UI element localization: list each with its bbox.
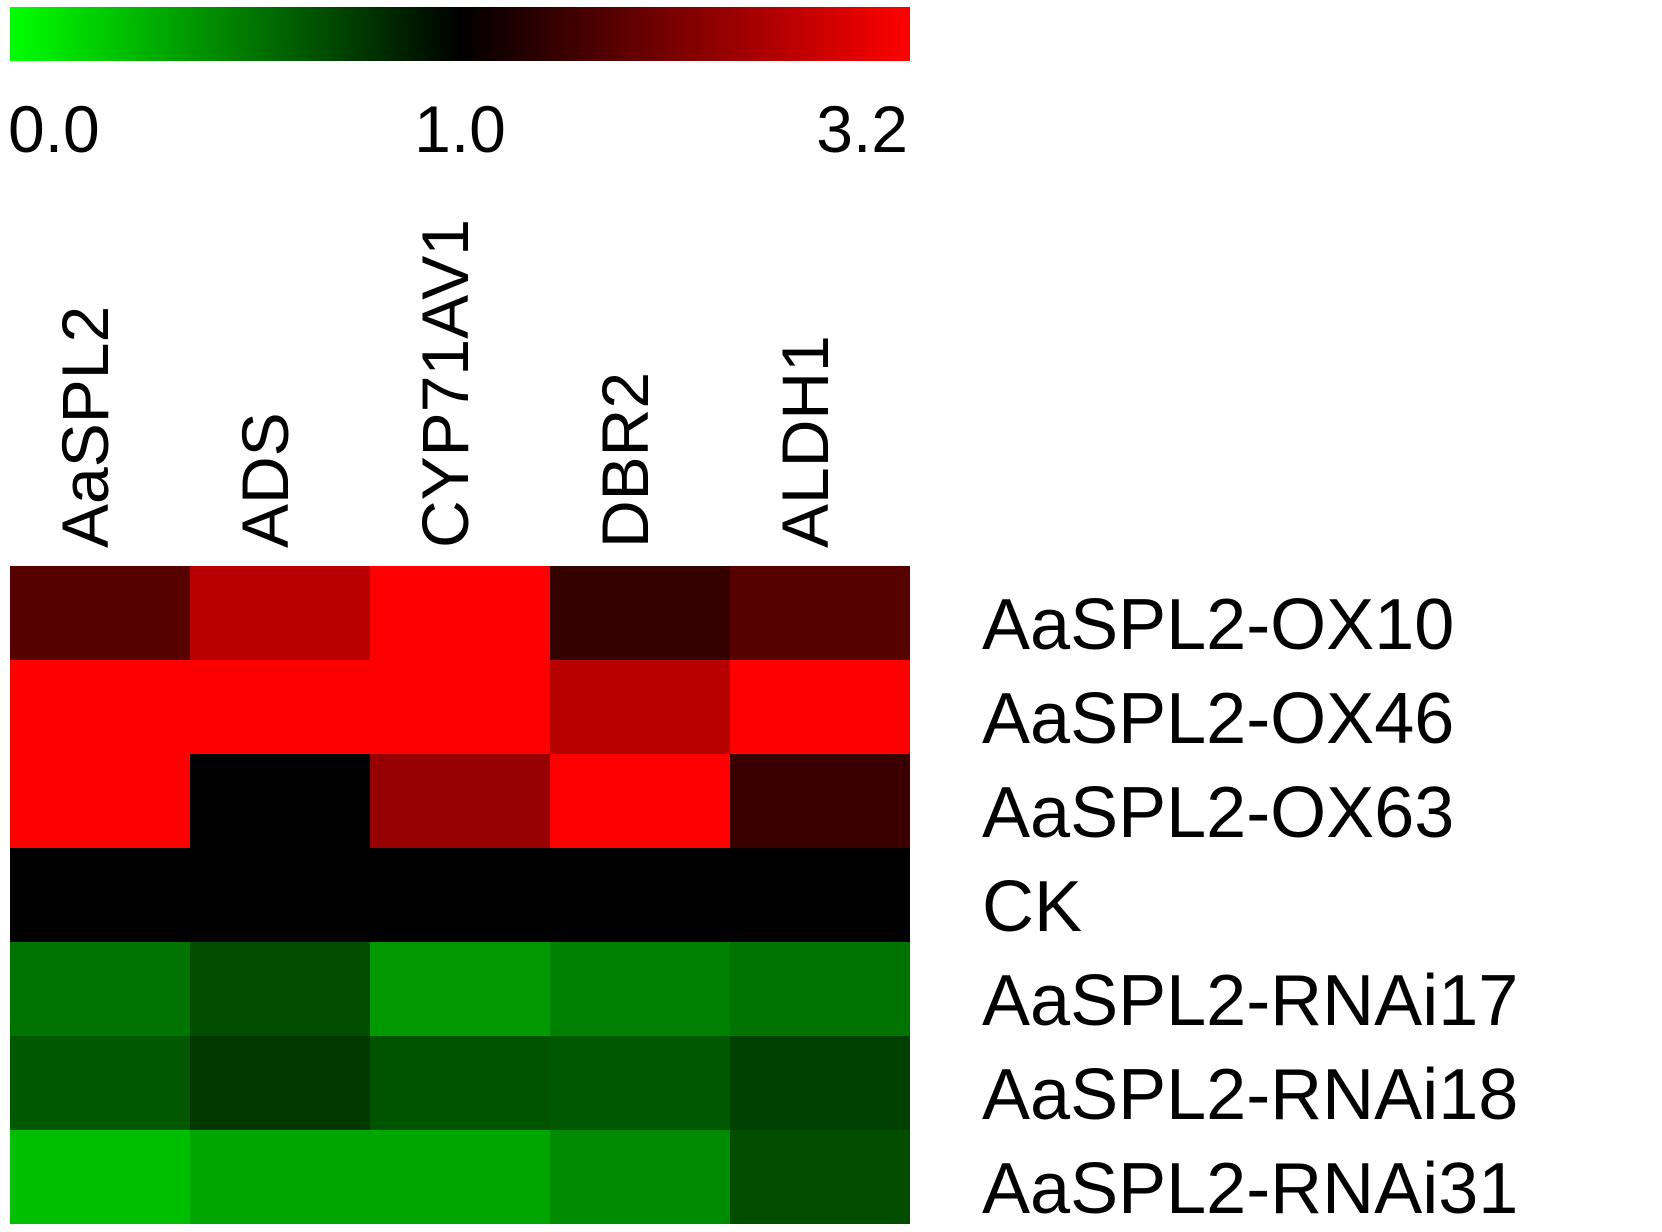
heatmap-cell (550, 566, 730, 660)
colorbar (10, 7, 910, 61)
heatmap-cell (190, 848, 370, 942)
row-labels: AaSPL2-OX10 AaSPL2-OX46 AaSPL2-OX63 CK A… (982, 585, 1518, 1229)
row-label: AaSPL2-OX63 (982, 773, 1454, 853)
heatmap-cell (190, 566, 370, 660)
heatmap-cell (10, 848, 190, 942)
heatmap-cell (730, 942, 910, 1036)
heatmap-cell (190, 942, 370, 1036)
column-label: AaSPL2 (48, 306, 122, 548)
colorbar-min-label: 0.0 (8, 92, 100, 166)
row-label: CK (982, 867, 1082, 947)
heatmap-cell (550, 848, 730, 942)
row-label: AaSPL2-RNAi31 (982, 1149, 1518, 1229)
colorbar-max-label: 3.2 (816, 92, 908, 166)
heatmap-cell (370, 848, 550, 942)
heatmap-cell (730, 660, 910, 754)
heatmap-cell (550, 942, 730, 1036)
heatmap-cell (370, 566, 550, 660)
heatmap-cell (10, 660, 190, 754)
heatmap-cell (550, 754, 730, 848)
heatmap-cell (370, 942, 550, 1036)
row-label: AaSPL2-OX10 (982, 585, 1454, 665)
heatmap-cell (550, 660, 730, 754)
heatmap-cell (730, 1130, 910, 1224)
row-label: AaSPL2-RNAi17 (982, 961, 1518, 1041)
heatmap-cell (370, 660, 550, 754)
heatmap-cell (190, 660, 370, 754)
heatmap-cell (370, 754, 550, 848)
column-label: ADS (228, 412, 302, 548)
heatmap-cells (10, 566, 910, 1224)
heatmap-cell (190, 754, 370, 848)
heatmap-cell (370, 1130, 550, 1224)
heatmap-cell (10, 1036, 190, 1130)
row-label: AaSPL2-RNAi18 (982, 1055, 1518, 1135)
heatmap-cell (10, 942, 190, 1036)
heatmap-cell (10, 566, 190, 660)
column-labels: AaSPL2 ADS CYP71AV1 DBR2 ALDH1 (48, 219, 842, 548)
heatmap-cell (190, 1036, 370, 1130)
heatmap-cell (10, 754, 190, 848)
heatmap-cell (550, 1130, 730, 1224)
colorbar-mid-label: 1.0 (414, 92, 506, 166)
heatmap-cell (730, 566, 910, 660)
heatmap-cell (370, 1036, 550, 1130)
heatmap-cell (730, 754, 910, 848)
heatmap-cell (10, 1130, 190, 1224)
heatmap-cell (550, 1036, 730, 1130)
row-label: AaSPL2-OX46 (982, 679, 1454, 759)
column-label: CYP71AV1 (408, 219, 482, 548)
heatmap-cell (190, 1130, 370, 1224)
heatmap-cell (730, 1036, 910, 1130)
column-label: ALDH1 (768, 335, 842, 548)
column-label: DBR2 (588, 372, 662, 548)
heatmap-cell (730, 848, 910, 942)
